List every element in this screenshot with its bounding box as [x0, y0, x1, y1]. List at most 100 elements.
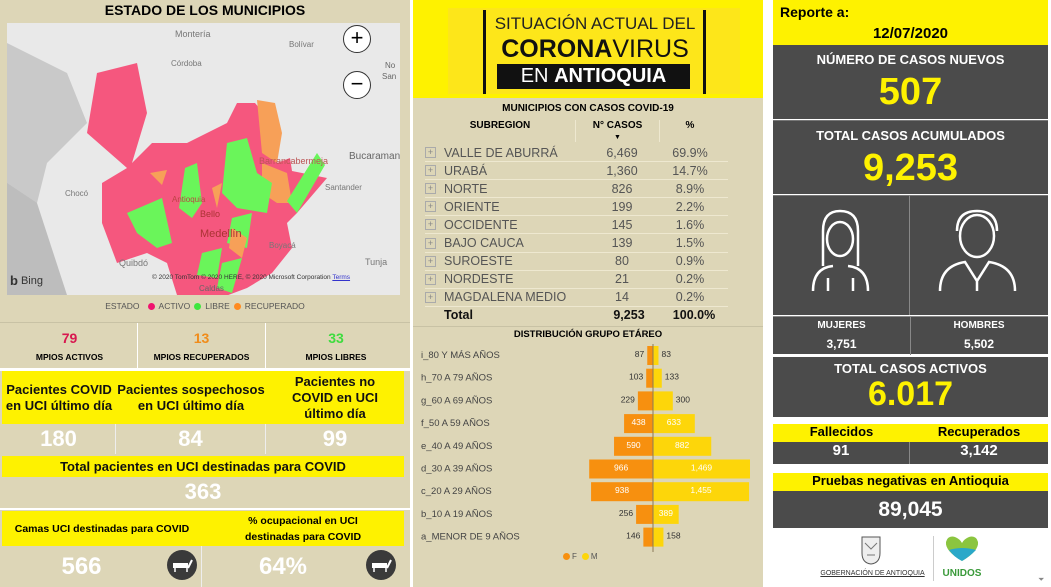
bar-f	[647, 346, 653, 365]
uci-no-covid-value: 99	[322, 426, 348, 451]
uci-total-value: 363	[184, 479, 222, 504]
data-label-f: 938	[615, 485, 629, 495]
report-label: Reporte a:	[780, 4, 850, 20]
subregion-casos: 1,360	[606, 163, 638, 178]
filter-icon[interactable]: ⏷	[1038, 575, 1045, 584]
category-label: d_30 A 39 AÑOS	[421, 464, 492, 475]
antioquia-map	[7, 43, 327, 295]
uci-covid-label: Pacientes COVID en UCI último día	[2, 371, 116, 424]
fallecidos-value: 91	[773, 442, 910, 464]
bar-m	[653, 482, 750, 502]
municipios-panel: ESTADO DE LOS MUNICIPIOS Montería Córdob…	[0, 0, 410, 587]
bar-f	[637, 391, 653, 411]
chart-legend: F M	[563, 552, 598, 561]
mpios-recuperados-value: 13	[193, 329, 210, 346]
expand-icon[interactable]: +	[425, 219, 436, 231]
uci-sospechosos-value: 84	[116, 424, 266, 454]
gender-values-row: MUJERES 3,751 HOMBRES 5,502	[773, 316, 1048, 355]
table-row[interactable]: + OCCIDENTE 145 1.6%	[425, 216, 728, 235]
free-municipality	[217, 258, 242, 293]
expand-icon[interactable]: +	[425, 255, 436, 267]
map-label: Bolívar	[289, 40, 314, 49]
bar-f	[643, 527, 653, 547]
terms-link[interactable]: Terms	[332, 274, 351, 281]
subregion-pct: 2.2%	[675, 199, 705, 214]
category-label: g_60 A 69 AÑOS	[421, 395, 492, 406]
total-pct: 100.0%	[672, 308, 716, 322]
recuperados-label: Recuperados	[937, 424, 1021, 439]
data-label-f: 229	[621, 394, 635, 404]
mujeres-box	[773, 195, 910, 315]
category-label: h_70 A 79 AÑOS	[421, 373, 492, 384]
hospital-bed-icon	[366, 550, 396, 580]
legend-label: LIBRE	[205, 301, 230, 311]
age-distribution-chart: i_80 Y MÁS AÑOS 87 83 h_70 A 79 AÑOS 103 133 g…	[421, 344, 750, 552]
map-label: Caldas	[199, 284, 224, 293]
expand-icon[interactable]: +	[425, 237, 436, 249]
map-label: Montería	[175, 29, 211, 39]
header-casos[interactable]: N° CASOS ▼	[575, 120, 660, 142]
subregion-pct: 0.9%	[675, 254, 705, 269]
header-casos-label: N° CASOS	[592, 120, 643, 131]
bar-m	[653, 527, 664, 547]
table-row[interactable]: + MAGDALENA MEDIO 14 0.2%	[425, 289, 728, 307]
expand-icon[interactable]: +	[425, 165, 436, 177]
category-label: a_MENOR DE 9 AÑOS	[421, 532, 520, 543]
map-label: Chocó	[65, 189, 89, 198]
expand-icon[interactable]: +	[425, 291, 436, 303]
middle-panel: SITUACIÓN ACTUAL DEL CORONAVIRUS EN ANTI…	[413, 0, 763, 587]
expand-icon[interactable]: +	[425, 201, 436, 213]
table-row[interactable]: + URABÁ 1,360 14.7%	[425, 162, 728, 181]
activos-box: TOTAL CASOS ACTIVOS 6.017	[773, 357, 1048, 417]
table-row[interactable]: + SUROESTE 80 0.9%	[425, 253, 728, 271]
nuevos-label: NÚMERO DE CASOS NUEVOS	[816, 52, 1005, 67]
header-subregion[interactable]: SUBREGION	[469, 120, 531, 131]
banner-corona: CORONA	[501, 35, 613, 63]
subregion-pct: 0.2%	[675, 290, 705, 305]
expand-icon[interactable]: +	[425, 273, 436, 285]
category-label: i_80 Y MÁS AÑOS	[421, 350, 500, 361]
free-municipality	[127, 198, 172, 248]
subregion-pct: 1.5%	[675, 236, 705, 250]
legend-label: RECUPERADO	[244, 301, 305, 311]
sort-desc-icon: ▼	[614, 134, 621, 141]
bar-f	[646, 368, 653, 388]
legend-title: ESTADO	[105, 301, 140, 311]
expand-icon[interactable]: +	[425, 147, 436, 158]
mujeres-value: 3,751	[826, 337, 857, 351]
map-label: San	[382, 72, 397, 81]
bar-f	[614, 436, 653, 456]
map[interactable]: Montería Córdoba Bolívar Bucaraman Santa…	[7, 23, 400, 295]
woman-icon	[811, 209, 870, 291]
zoom-out-button[interactable]: −	[343, 71, 371, 99]
table-header: SUBREGION N° CASOS ▼ %	[425, 120, 728, 142]
subregion-name: OCCIDENTE	[444, 217, 518, 232]
data-label-f: 438	[631, 417, 645, 427]
header-pct[interactable]: %	[685, 120, 695, 131]
hospital-bed-icon	[167, 550, 197, 580]
data-label-m: 83	[661, 349, 671, 359]
pruebas-value: 89,045	[773, 491, 1048, 528]
table-row[interactable]: + ORIENTE 199 2.2%	[425, 198, 728, 217]
summary-panel: Reporte a: 12/07/2020 NÚMERO DE CASOS NU…	[770, 0, 1051, 587]
table-row[interactable]: + VALLE DE ABURRÁ 6,469 69.9%	[425, 144, 728, 162]
data-label-f: 590	[626, 440, 640, 450]
gobernacion-text: GOBERNACIÓN DE ANTIOQUIA	[820, 570, 925, 577]
table-row[interactable]: + NORDESTE 21 0.2%	[425, 271, 728, 289]
bar-f	[624, 414, 653, 434]
subregion-casos: 139	[611, 236, 633, 250]
mpios-activos-label: MPIOS ACTIVOS	[35, 351, 104, 362]
legend-dot-m	[581, 553, 589, 560]
table-row[interactable]: + NORTE 826 8.9%	[425, 180, 728, 199]
map-label: Antioquia	[172, 195, 206, 204]
chart-title: DISTRIBUCIÓN GRUPO ETÁREO	[513, 329, 663, 340]
mpios-activos: 79 MPIOS ACTIVOS	[2, 323, 138, 368]
expand-icon[interactable]: +	[425, 183, 436, 195]
table-row[interactable]: + BAJO CAUCA 139 1.5%	[425, 235, 728, 253]
unidos-logo: UNIDOS	[937, 535, 987, 583]
legend-m: M	[590, 552, 598, 561]
bar-f	[636, 504, 653, 524]
bar-m	[653, 346, 659, 365]
man-icon	[938, 209, 1017, 291]
zoom-in-button[interactable]: +	[343, 25, 371, 53]
